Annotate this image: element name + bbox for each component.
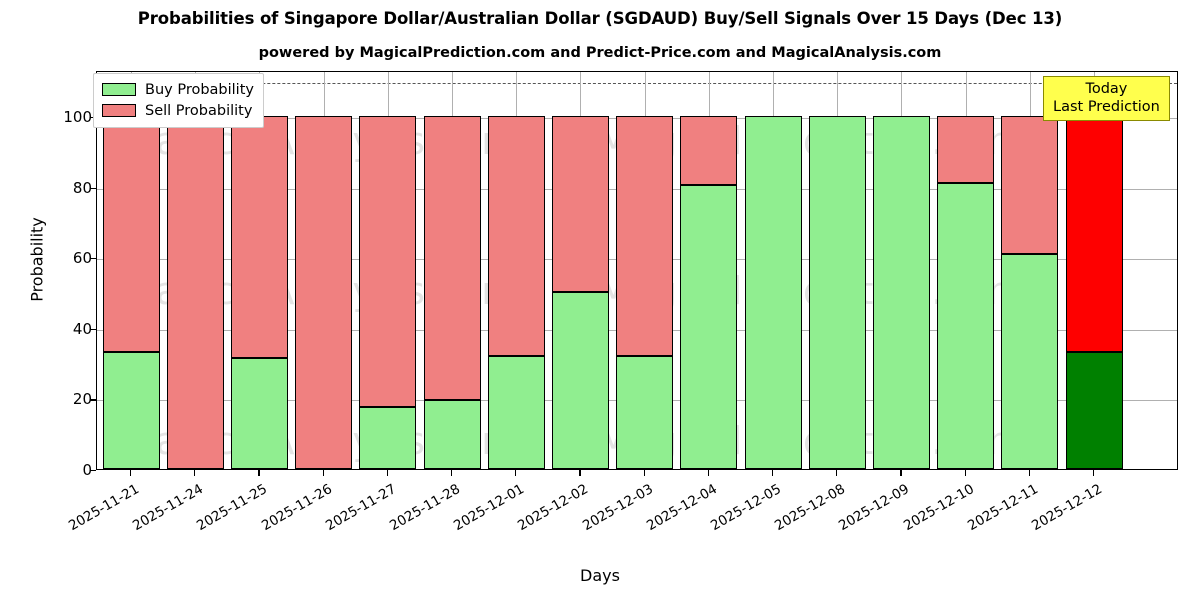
bar-group [102,72,160,469]
x-axis-tick-mark [451,470,453,476]
today-annotation: Today Last Prediction [1043,76,1170,121]
bar-segment-sell [1065,115,1123,353]
bar-segment-sell [680,115,738,185]
bar-group [872,72,930,469]
x-axis-tick-mark [1028,470,1030,476]
bar-segment-buy [487,356,545,469]
y-axis-tick-label: 100 [63,107,92,126]
x-axis-tick-mark [1093,470,1095,476]
bar-segment-sell [487,115,545,357]
y-axis-tick-mark [90,399,96,401]
plot-area: MagicalAnalysis.com MagicalPrediction.co… [96,71,1178,470]
chart-title: Probabilities of Singapore Dollar/Austra… [137,9,1063,28]
bar-segment-buy [616,356,674,469]
chart-subtitle: powered by MagicalPrediction.com and Pre… [258,45,942,61]
bar-group [1001,72,1059,469]
x-axis-tick-mark [386,470,388,476]
bar-group [680,72,738,469]
legend-swatch-sell [102,104,136,117]
y-axis-tick-label: 0 [82,461,92,479]
bar-group [744,72,802,469]
legend-label-sell: Sell Probability [145,102,253,119]
bar-segment-buy [680,184,738,469]
bar-segment-sell [616,115,674,357]
bar-group [551,72,609,469]
bar-segment-sell [102,115,160,353]
legend-label-buy: Buy Probability [145,81,254,98]
y-axis-tick-mark [90,470,96,472]
x-axis-tick-mark [900,470,902,476]
bar-segment-buy [1065,352,1123,469]
bar-group [295,72,353,469]
bar-segment-sell [937,115,995,183]
x-axis-tick-mark [772,470,774,476]
y-axis-tick-label: 60 [72,249,92,268]
legend-swatch-buy [102,83,136,96]
x-axis-tick-mark [643,470,645,476]
bar-segment-buy [102,352,160,469]
bar-segment-sell [1001,115,1059,254]
bar-segment-buy [551,292,609,469]
bar-segment-sell [295,115,353,469]
bar-segment-sell [230,115,288,358]
x-axis-tick-mark [515,470,517,476]
bar-group [1065,72,1123,469]
x-axis-tick-mark [258,470,260,476]
y-axis-tick-mark [90,328,96,330]
x-axis-tick-mark [836,470,838,476]
bar-segment-sell [551,115,609,293]
x-axis-tick-mark [322,470,324,476]
y-axis-tick-mark [90,258,96,260]
bar-group [616,72,674,469]
x-axis-label: Days [580,566,620,585]
bar-group [166,72,224,469]
x-axis-tick-mark [707,470,709,476]
today-annotation-line1: Today [1085,81,1128,97]
bar-segment-buy [937,183,995,469]
bar-group [230,72,288,469]
y-axis-tick-mark [90,187,96,189]
bar-segment-buy [872,115,930,469]
y-axis-tick-label: 80 [72,178,92,197]
y-axis-tick-label: 20 [72,390,92,409]
bar-segment-sell [166,115,224,469]
bar-group [487,72,545,469]
reference-dashed-line [97,82,1177,84]
bar-group [359,72,417,469]
bar-segment-sell [359,115,417,408]
bar-segment-buy [230,357,288,469]
bar-segment-buy [423,400,481,469]
bar-segment-sell [423,115,481,401]
x-axis-tick-mark [130,470,132,476]
x-axis-tick-mark [194,470,196,476]
x-axis-tick-mark [964,470,966,476]
y-axis-label: Probability [27,217,47,302]
bar-segment-buy [808,115,866,469]
x-axis-tick-mark [579,470,581,476]
bar-group [937,72,995,469]
legend-item-sell: Sell Probability [102,100,254,121]
bar-segment-buy [744,115,802,469]
legend-item-buy: Buy Probability [102,79,254,100]
chart-legend: Buy Probability Sell Probability [93,73,264,128]
bar-segment-buy [359,407,417,469]
bar-group [808,72,866,469]
bar-segment-buy [1001,253,1059,469]
y-axis-tick-label: 40 [72,319,92,338]
today-annotation-line2: Last Prediction [1053,99,1160,115]
bar-group [423,72,481,469]
